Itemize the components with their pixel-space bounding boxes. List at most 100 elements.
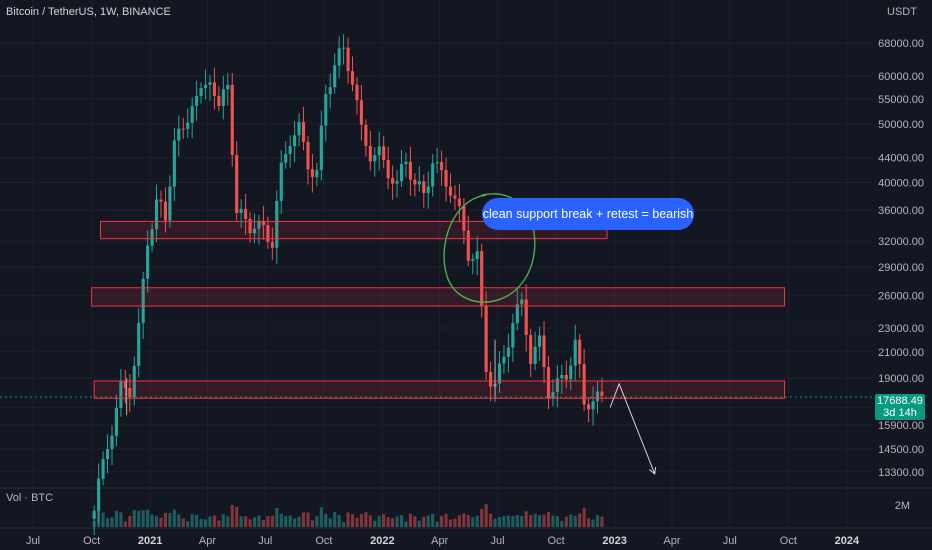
last-price-value: 17688.49 <box>877 395 923 407</box>
volume-bar <box>315 516 319 527</box>
time-tick-label: Apr <box>199 535 216 547</box>
candle-body <box>212 82 216 97</box>
time-tick-label: 2024 <box>835 535 860 547</box>
candle-body <box>506 347 510 357</box>
volume-bar <box>221 514 225 527</box>
price-tick-label: 60000.00 <box>878 71 924 83</box>
volume-bar <box>230 504 234 527</box>
candle-body <box>587 404 591 410</box>
volume-bar <box>270 515 274 527</box>
volume-label[interactable]: Vol · BTC <box>6 492 54 504</box>
volume-bar <box>128 516 132 527</box>
volume-bar <box>324 513 328 527</box>
volume-bar <box>146 509 150 527</box>
price-tick-label: 14500.00 <box>878 444 924 456</box>
volume-bar <box>546 512 551 527</box>
candle-body <box>137 322 141 366</box>
volume-bar <box>168 512 172 527</box>
candle-body <box>270 241 274 248</box>
candle-body <box>248 218 252 234</box>
volume-bar <box>497 517 502 527</box>
candle-body <box>199 87 203 96</box>
time-tick-label: 2023 <box>602 535 626 547</box>
volume-bar <box>203 519 208 527</box>
time-tick-label: Oct <box>315 535 332 547</box>
volume-bar <box>208 516 212 527</box>
candle-body <box>288 146 292 154</box>
candle-body <box>377 146 381 156</box>
candle-body <box>511 323 515 348</box>
candle-body <box>466 230 470 261</box>
projection-path <box>609 382 656 475</box>
candle-body <box>266 225 270 242</box>
candle-body <box>600 391 604 396</box>
volume-bar <box>346 512 350 527</box>
time-tick-label: Oct <box>83 535 100 547</box>
volume-bar <box>261 519 265 527</box>
volume-bar <box>386 517 390 527</box>
volume-bar <box>555 516 559 527</box>
candle-body <box>159 199 163 202</box>
candle-body <box>328 87 332 95</box>
volume-bar <box>573 515 577 527</box>
volume-bar <box>404 521 408 527</box>
volume-bar <box>252 516 257 527</box>
price-tick-label: 23000.00 <box>878 323 924 335</box>
candle-body <box>177 128 181 141</box>
volume-bar <box>337 514 341 527</box>
volume-bar <box>359 514 363 527</box>
time-tick-label: Oct <box>548 535 565 547</box>
volume-bar <box>457 515 461 527</box>
volume-bar <box>422 516 426 527</box>
candle-body <box>217 96 221 106</box>
volume-bar <box>244 516 248 527</box>
volume-bar <box>239 516 243 527</box>
volume-bar <box>529 514 533 527</box>
volume-bar <box>279 513 283 527</box>
candle-body <box>114 407 119 436</box>
volume-tick-label: 2M <box>895 500 910 512</box>
volume-bar <box>587 518 591 527</box>
volume-bar <box>150 514 154 527</box>
volume-bar <box>301 512 306 527</box>
volume-bar <box>373 520 377 527</box>
candle-body <box>440 162 444 171</box>
candle-body <box>252 228 257 234</box>
volume-bar <box>159 517 163 527</box>
volume-bar <box>395 516 399 527</box>
time-tick-label: Oct <box>780 535 797 547</box>
volume-bar <box>399 515 404 527</box>
volume-bar <box>493 518 497 527</box>
candle-body <box>555 378 559 392</box>
candle-body <box>279 162 283 201</box>
time-axis[interactable]: Jul Oct 2021 Apr Jul Oct 2022 Apr Jul Oct 2023 Apr J… <box>26 535 860 547</box>
volume-bar <box>591 519 595 527</box>
volume-bar <box>105 518 110 527</box>
volume-bar <box>448 519 453 527</box>
volume-bar <box>391 518 395 527</box>
candle-body <box>342 47 346 49</box>
price-tick-label: 26000.00 <box>878 291 924 303</box>
time-tick-label: 2022 <box>370 535 394 547</box>
volume-bar <box>195 514 199 527</box>
volume-bar <box>235 506 239 527</box>
volume-bar <box>288 515 292 527</box>
volume-bar <box>306 512 310 527</box>
candle-body <box>480 251 484 307</box>
volume-bar <box>444 513 448 527</box>
price-tick-label: 40000.00 <box>878 177 924 189</box>
annotation-callout[interactable]: clean support break + retest = bearish <box>482 198 694 230</box>
volume-bar <box>110 517 114 527</box>
candle-body <box>489 371 493 387</box>
candle-body <box>471 258 475 261</box>
candle-body <box>168 186 172 221</box>
volume-bar <box>560 520 564 527</box>
price-axis[interactable]: 13300.0014500.0015900.0017000.0019000.00… <box>878 38 924 512</box>
candle-body <box>533 346 537 364</box>
candle-body <box>457 198 461 206</box>
volume-bar <box>297 516 301 527</box>
symbol-title[interactable]: Bitcoin / TetherUS, 1W, BINANCE <box>6 6 171 18</box>
support-resistance-zones[interactable] <box>91 220 786 399</box>
volume-bar <box>293 518 297 527</box>
